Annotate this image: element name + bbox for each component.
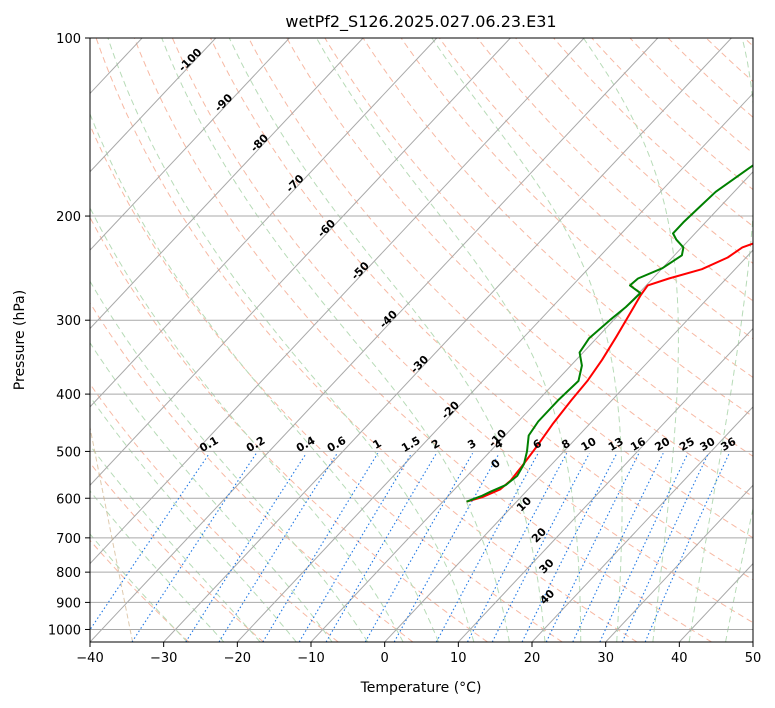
y-axis-label: Pressure (hPa): [12, 290, 28, 390]
x-tick-label: 10: [450, 651, 467, 666]
dry-adiabat-line: [400, 38, 753, 379]
isotherm-line: [90, 38, 364, 330]
dry-adiabat-line: [324, 38, 753, 457]
sounding-series: [466, 164, 753, 503]
isotherm-line: [457, 327, 753, 642]
moist-adiabat-line: [107, 38, 475, 642]
y-tick-label: 500: [56, 445, 81, 460]
mixing-ratio-line: [325, 453, 437, 642]
mixing-ratio-line: [545, 453, 640, 642]
dewpoint-line: [466, 164, 753, 503]
mixing-ratio-line: [467, 453, 568, 642]
moist-adiabat-line: [725, 506, 753, 642]
moist-adiabat-line: [90, 112, 439, 642]
background-lines: [90, 38, 753, 642]
y-tick-label: 1000: [48, 624, 81, 639]
x-tick-label: −20: [224, 651, 251, 666]
isotherm-line: [605, 484, 753, 642]
isotherm-line: [384, 249, 753, 642]
moist-adiabat-line: [688, 38, 753, 642]
dry-adiabat-line: [362, 38, 753, 418]
mixing-ratio-line: [364, 453, 474, 642]
mixing-ratio-line: [185, 452, 307, 642]
x-tick-label: 40: [671, 651, 688, 666]
y-tick-label: 900: [56, 596, 81, 611]
dry-adiabat-line: [210, 38, 753, 581]
y-axis: 100 200 300 400 500 600 700 800 900 1000: [48, 32, 90, 639]
mixing-ratio-line: [599, 453, 689, 642]
mixing-ratio-line: [491, 453, 590, 642]
dry-adiabat-line: [553, 38, 753, 227]
mixing-ratio-line: [131, 452, 257, 642]
y-tick-label: 700: [56, 532, 81, 547]
moist-adiabat-line: [90, 395, 297, 642]
x-tick-label: −30: [150, 651, 177, 666]
moist-adiabat-line: [582, 38, 679, 642]
temperature-line: [466, 242, 753, 503]
dry-adiabat-line: [90, 123, 563, 642]
mixing-ratio-line: [298, 453, 413, 642]
plot-frame: [89, 37, 754, 643]
dry-adiabat-line: [515, 38, 753, 264]
x-tick-label: −10: [297, 651, 324, 666]
dry-adiabat-line: [133, 38, 712, 642]
moist-adiabat-line: [90, 206, 404, 642]
x-tick-label: 50: [745, 651, 762, 666]
dry-adiabat-line: [591, 38, 753, 191]
dry-adiabat-line: [171, 38, 753, 624]
mixing-ratio-line: [621, 453, 709, 642]
moist-adiabat-line: [316, 38, 582, 642]
isotherm-line: [236, 92, 753, 642]
moist-adiabat-line: [161, 38, 510, 642]
isotherm-line: [163, 38, 732, 642]
y-tick-label: 300: [56, 314, 81, 329]
isotherm-line: [90, 38, 585, 565]
x-tick-label: 30: [597, 651, 614, 666]
y-tick-label: 600: [56, 492, 81, 507]
y-tick-label: 800: [56, 566, 81, 581]
dry-adiabat-line: [90, 383, 339, 642]
isotherm-line: [90, 38, 659, 642]
dry-adiabat-line: [90, 539, 190, 642]
x-tick-label: 20: [524, 651, 541, 666]
y-tick-label: 100: [56, 32, 81, 47]
isotherm-line: [531, 406, 753, 642]
dry-adiabat-line: [248, 38, 753, 539]
mixing-ratio-line: [262, 453, 379, 642]
mixing-ratio-line: [572, 453, 664, 642]
mixing-ratio-line: [218, 453, 338, 642]
moist-adiabat-line: [228, 38, 546, 642]
isotherm-line: [310, 171, 753, 642]
x-axis-label: Temperature (°C): [360, 680, 482, 696]
moist-adiabat-line: [90, 341, 333, 642]
x-tick-label: 0: [381, 651, 389, 666]
dry-adiabat-line: [95, 38, 638, 642]
mixing-ratio-line: [521, 453, 618, 642]
chart-title: wetPf2_S126.2025.027.06.23.E31: [285, 12, 556, 32]
dry-adiabat-line: [438, 38, 753, 340]
x-tick-label: −40: [76, 651, 103, 666]
y-tick-label: 200: [56, 210, 81, 225]
isotherm-line: [90, 38, 511, 486]
isotherm-line: [90, 38, 217, 173]
x-axis: −40 −30 −20 −10 0 10 20 30 40 50: [76, 642, 761, 666]
isotherm-line: [90, 38, 438, 408]
y-tick-label: 400: [56, 388, 81, 403]
isotherm-line: [90, 38, 290, 251]
